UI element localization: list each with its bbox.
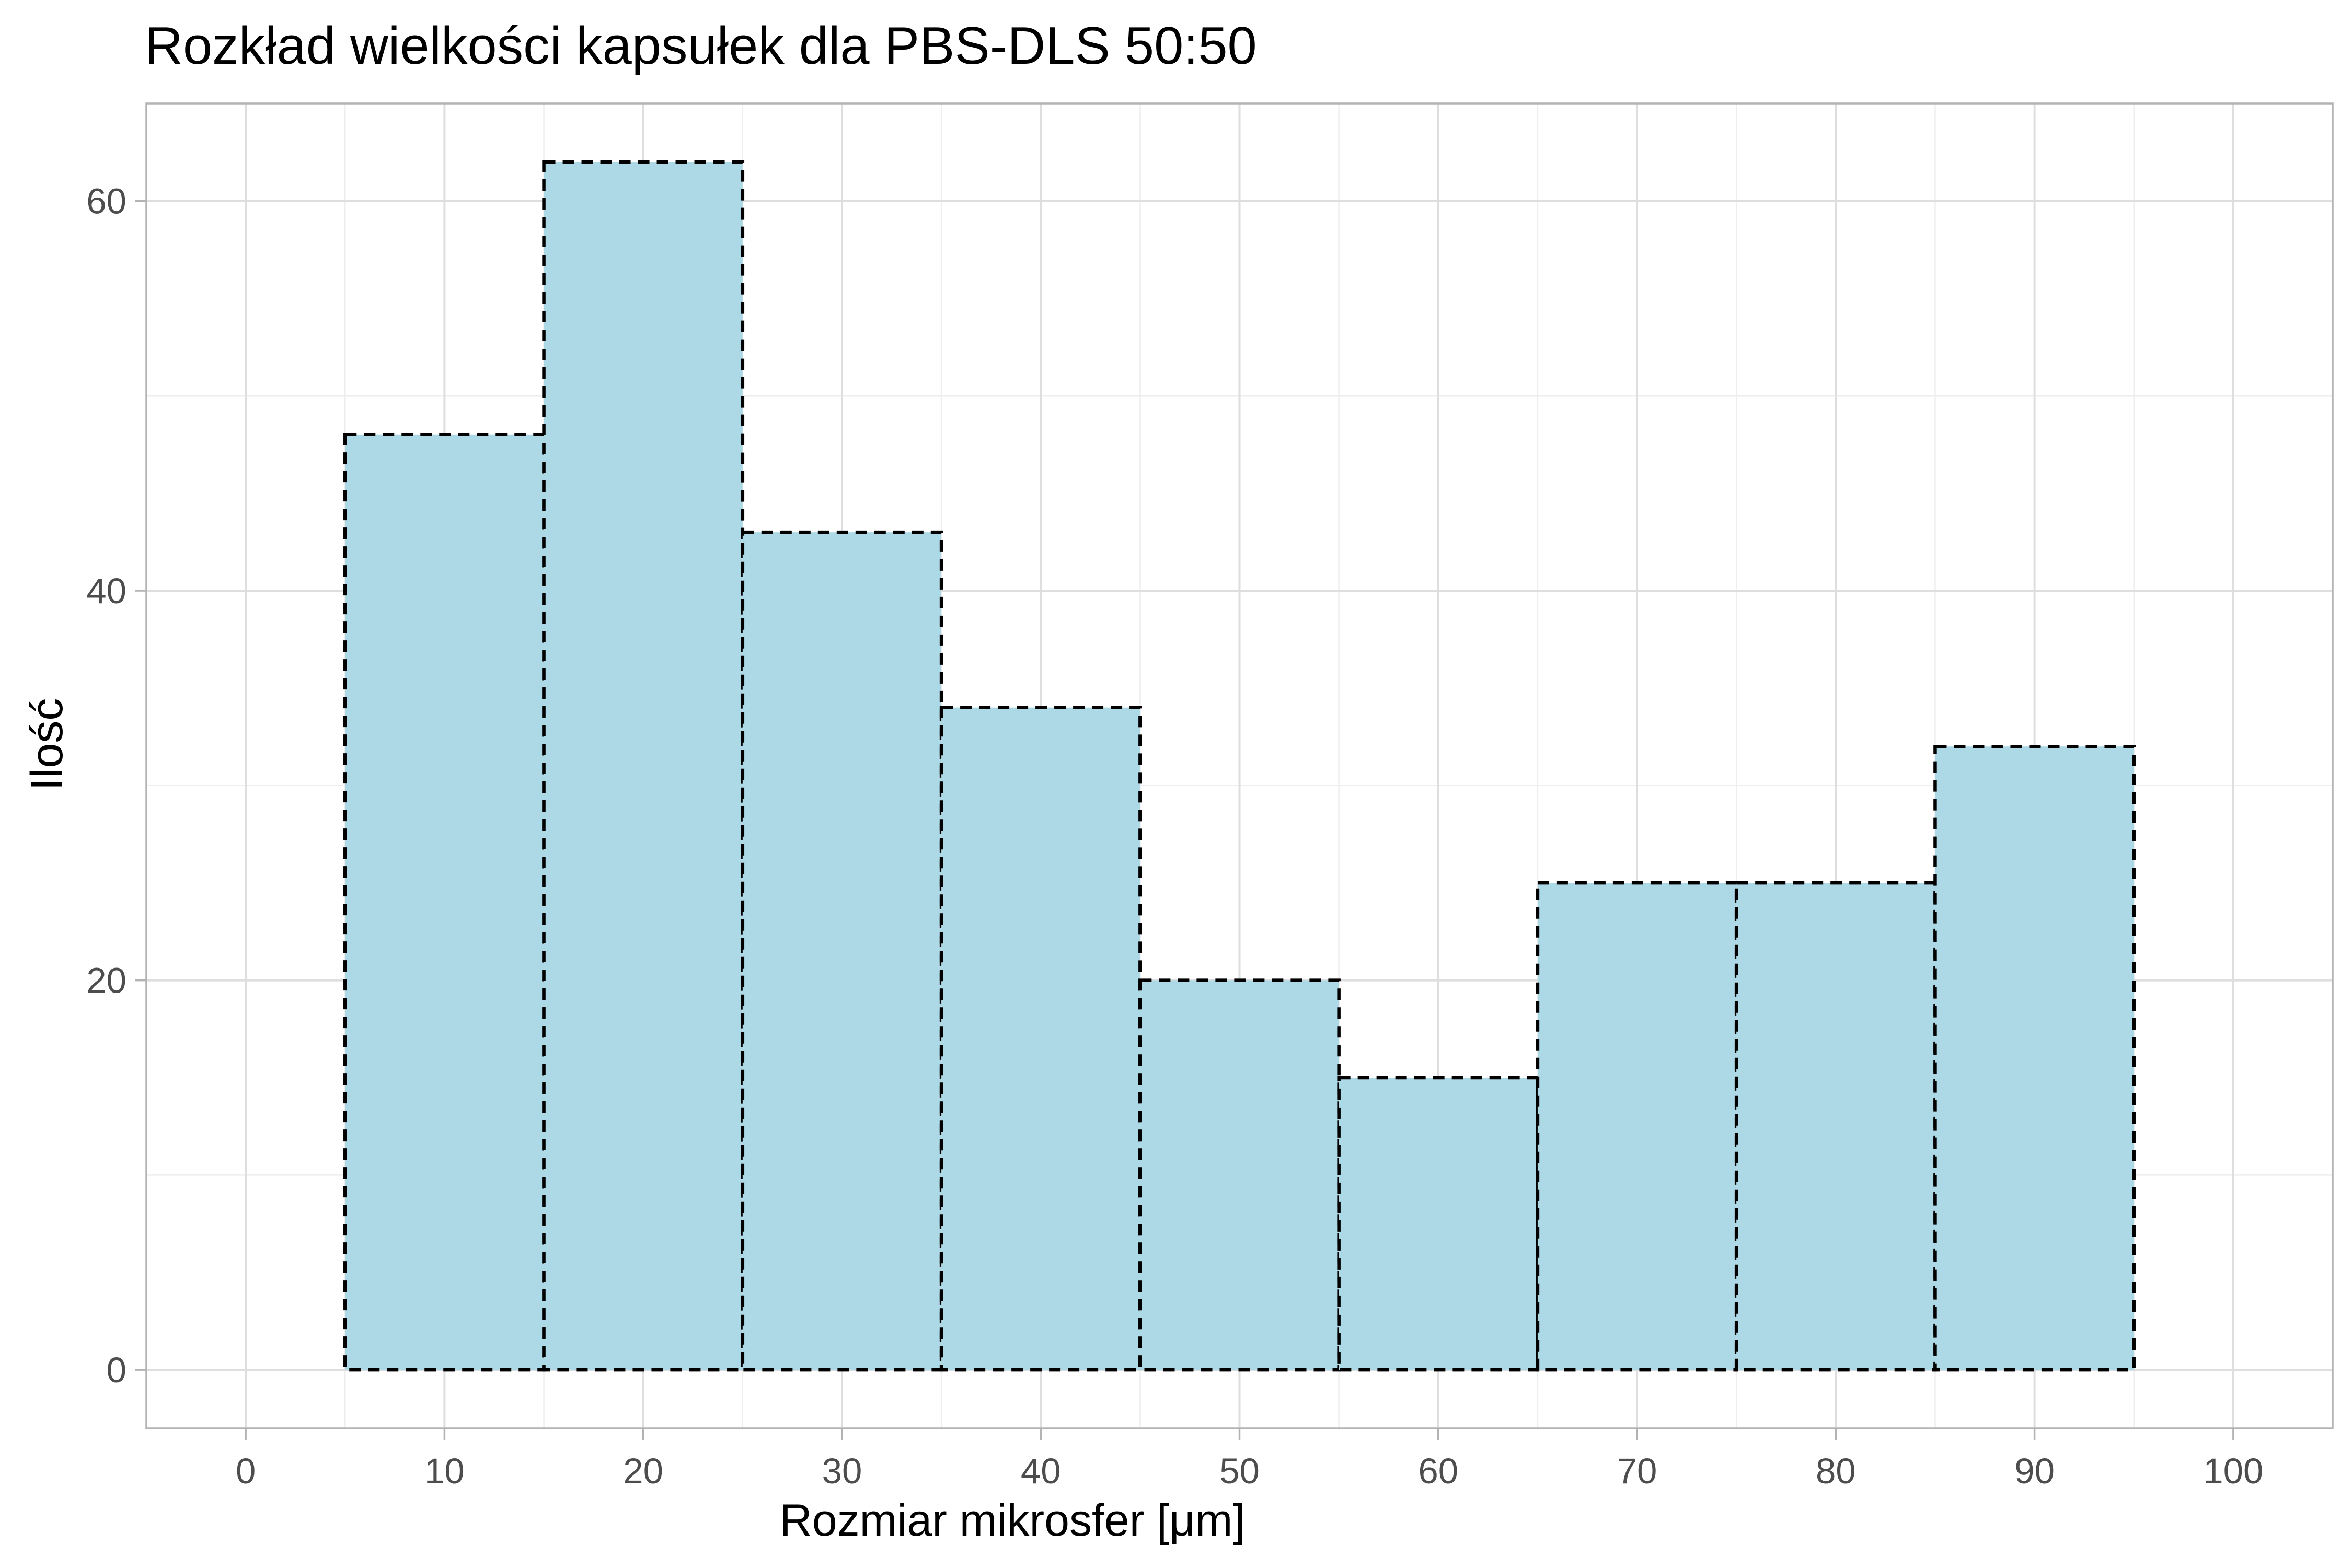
- x-axis-label: Rozmiar mikrosfer [μm]: [780, 1495, 1246, 1546]
- y-axis-ticks: 0 20 40 60: [86, 181, 146, 1390]
- x-tick-label: 40: [1021, 1451, 1061, 1491]
- x-axis-ticks: 0 10 20 30 40 50 60 70 80 90 100: [236, 1428, 2263, 1491]
- chart-title: Rozkład wielkości kapsułek dla PBS-DLS 5…: [145, 17, 1257, 75]
- y-tick-label: 60: [86, 181, 126, 221]
- x-tick-label: 100: [2203, 1451, 2263, 1491]
- histogram-bar: [741, 530, 943, 1372]
- histogram-bar: [1734, 881, 1937, 1372]
- x-tick-label: 90: [2014, 1451, 2055, 1491]
- y-tick-label: 20: [86, 961, 126, 1001]
- x-tick-label: 70: [1617, 1451, 1657, 1491]
- histogram-bar: [939, 706, 1142, 1372]
- x-tick-label: 80: [1816, 1451, 1856, 1491]
- histogram-bar: [343, 433, 546, 1372]
- x-tick-label: 30: [822, 1451, 862, 1491]
- x-tick-label: 50: [1219, 1451, 1260, 1491]
- histogram-bar: [1933, 744, 2136, 1372]
- y-axis-label: Ilość: [22, 698, 72, 791]
- x-tick-label: 0: [236, 1451, 256, 1491]
- histogram-bar: [542, 160, 745, 1372]
- histogram-bar: [1536, 881, 1738, 1372]
- x-tick-label: 20: [623, 1451, 663, 1491]
- histogram-bar: [1337, 1076, 1540, 1372]
- x-tick-label: 60: [1418, 1451, 1458, 1491]
- x-tick-label: 10: [424, 1451, 465, 1491]
- histogram-bar: [1138, 978, 1341, 1372]
- y-tick-label: 40: [86, 571, 126, 611]
- histogram-bars: [343, 160, 2136, 1372]
- y-tick-label: 0: [107, 1350, 126, 1390]
